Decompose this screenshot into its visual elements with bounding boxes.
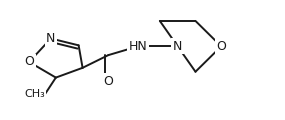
Text: O: O xyxy=(216,40,226,53)
Text: N: N xyxy=(173,40,182,53)
Text: O: O xyxy=(103,75,113,88)
Text: N: N xyxy=(46,32,56,45)
Text: O: O xyxy=(24,55,34,68)
Text: CH₃: CH₃ xyxy=(24,89,45,99)
Text: HN: HN xyxy=(129,40,147,53)
